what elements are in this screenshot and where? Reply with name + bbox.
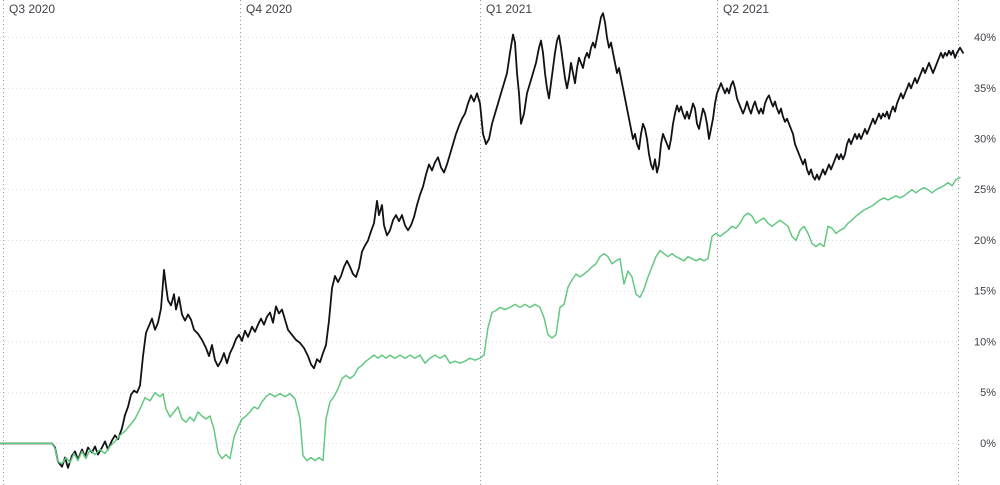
y-axis-label: 20% <box>974 235 996 247</box>
y-axis-label: 0% <box>980 438 996 450</box>
y-axis-label: 25% <box>974 184 996 196</box>
quarter-label: Q4 2020 <box>246 2 292 16</box>
quarter-label: Q2 2021 <box>723 2 769 16</box>
y-axis-label: 40% <box>974 32 996 44</box>
green-line[interactable] <box>0 176 961 465</box>
y-axis-label: 5% <box>980 387 996 399</box>
black-line[interactable] <box>0 12 964 469</box>
y-axis-label: 35% <box>974 83 996 95</box>
y-axis-label: 30% <box>974 134 996 146</box>
y-axis-label: 15% <box>974 286 996 298</box>
quarter-label: Q1 2021 <box>486 2 532 16</box>
y-axis-label: 10% <box>974 336 996 348</box>
quarter-label: Q3 2020 <box>9 2 55 16</box>
